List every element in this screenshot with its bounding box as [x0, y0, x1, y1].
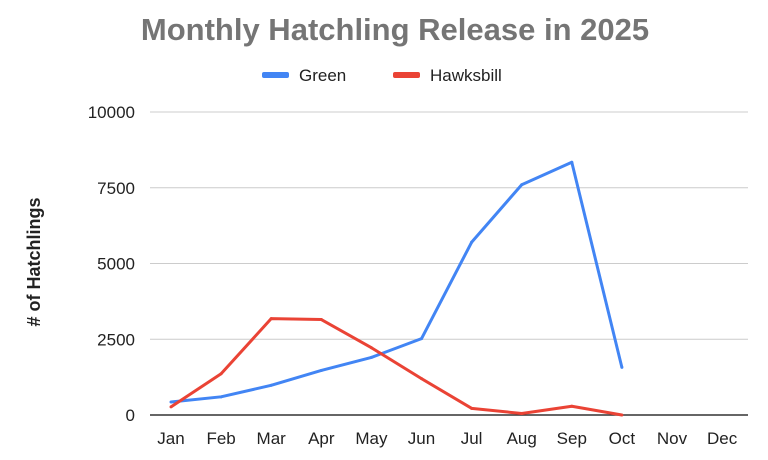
- x-tick-label: Mar: [257, 429, 287, 448]
- legend-label: Green: [299, 66, 346, 85]
- x-tick-label: Feb: [206, 429, 235, 448]
- x-tick-label: Jun: [408, 429, 435, 448]
- data-point: [369, 346, 373, 350]
- data-point: [570, 404, 574, 408]
- x-tick-label: Jan: [157, 429, 184, 448]
- data-point: [570, 160, 574, 164]
- y-tick-label: 7500: [97, 179, 135, 198]
- x-tick-label: Aug: [507, 429, 537, 448]
- legend: Green Hawksbill: [262, 66, 502, 85]
- y-axis-label: # of Hatchlings: [24, 197, 44, 326]
- x-tick-label: Sep: [557, 429, 587, 448]
- data-point: [169, 405, 173, 409]
- data-point: [169, 400, 173, 404]
- data-point: [520, 183, 524, 187]
- data-point: [369, 355, 373, 359]
- series-line-green: [170, 160, 624, 404]
- data-point: [269, 317, 273, 321]
- data-point: [520, 411, 524, 415]
- y-tick-label: 10000: [88, 103, 135, 122]
- data-point: [319, 318, 323, 322]
- legend-swatch: [393, 72, 420, 78]
- data-point: [620, 413, 624, 417]
- y-tick-label: 2500: [97, 330, 135, 349]
- y-tick-label: 0: [126, 406, 135, 425]
- data-point: [470, 406, 474, 410]
- legend-label: Hawksbill: [430, 66, 502, 85]
- series-line-hawksbill: [170, 317, 623, 417]
- chart-title: Monthly Hatchling Release in 2025: [141, 12, 649, 47]
- legend-swatch: [262, 72, 289, 78]
- x-tick-label: Nov: [657, 429, 688, 448]
- data-point: [319, 368, 323, 372]
- x-tick-label: Dec: [707, 429, 738, 448]
- x-tick-label: Oct: [609, 429, 636, 448]
- data-point: [620, 365, 624, 369]
- data-point: [219, 395, 223, 399]
- data-point: [470, 240, 474, 244]
- x-tick-label: Jul: [461, 429, 483, 448]
- y-tick-label: 5000: [97, 255, 135, 274]
- data-point: [269, 383, 273, 387]
- data-point: [420, 337, 423, 341]
- x-tick-label: May: [355, 429, 388, 448]
- data-point: [420, 377, 423, 381]
- data-point: [219, 372, 223, 376]
- x-tick-label: Apr: [308, 429, 335, 448]
